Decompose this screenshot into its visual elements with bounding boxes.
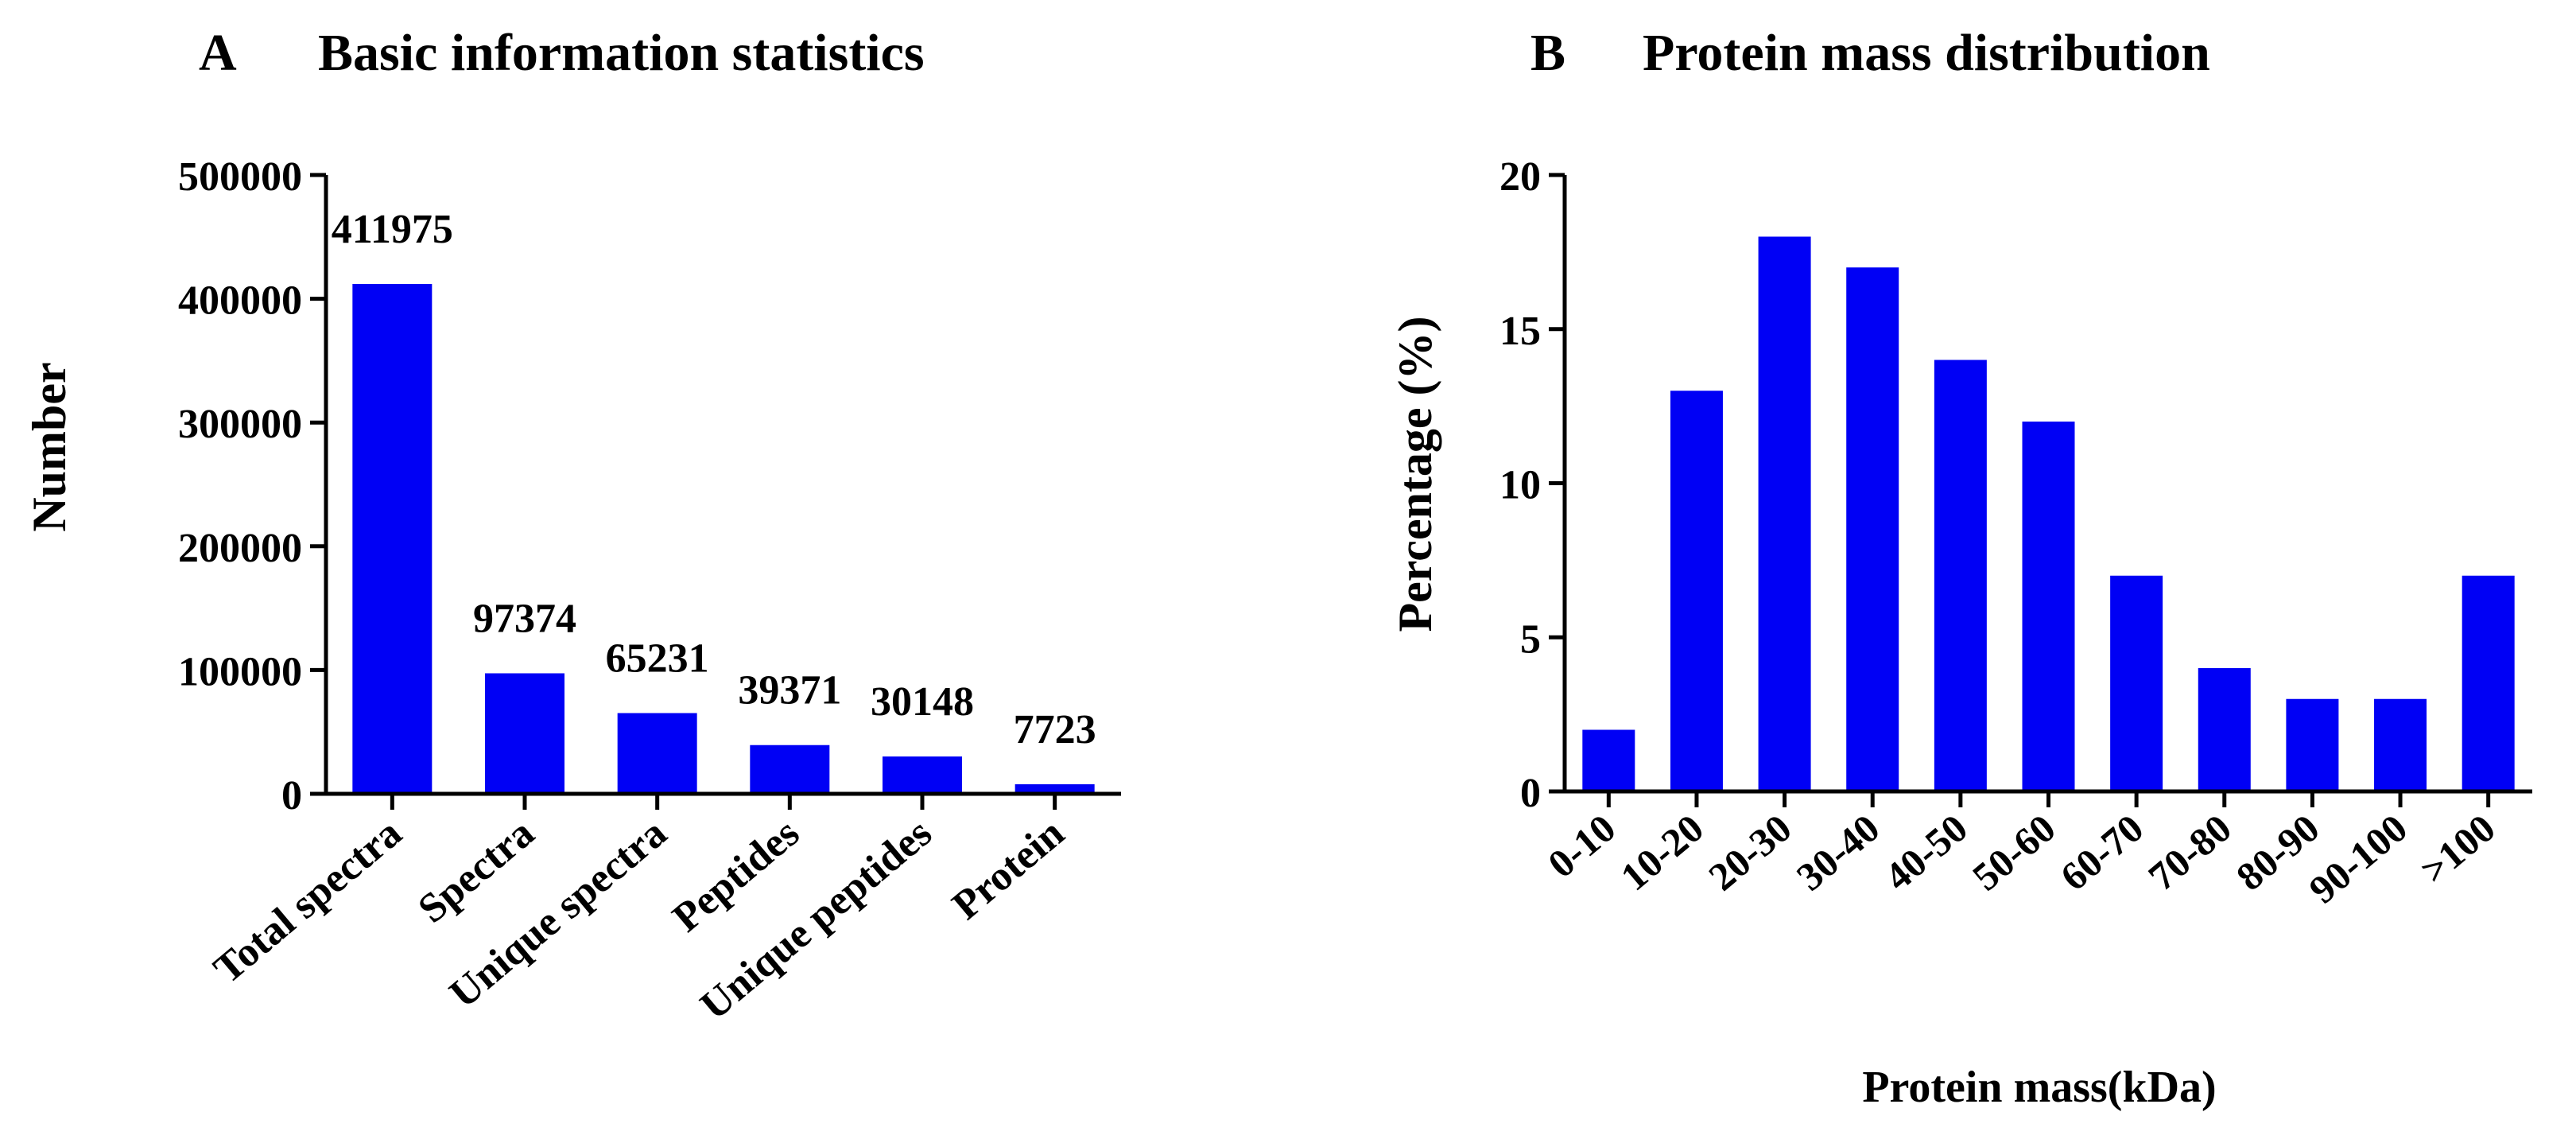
panel-b-x-axis-label: Protein mass(kDa) — [1862, 1063, 2216, 1112]
data-label: 411975 — [332, 207, 453, 252]
x-tick-label: 0-10 — [1539, 806, 1624, 887]
panel-b-bars — [1582, 236, 2515, 791]
x-tick-label: 90-100 — [2301, 806, 2416, 912]
y-tick-label: 100000 — [178, 649, 302, 694]
x-tick-label: 10-20 — [1612, 806, 1712, 900]
data-label: 7723 — [1014, 707, 1096, 752]
y-tick-label: 200000 — [178, 526, 302, 571]
panel-b-y-axis-label: Percentage (%) — [1389, 316, 1441, 632]
x-tick-label: 50-60 — [1964, 806, 2063, 900]
panel-a-letter: A — [199, 24, 237, 82]
bar-protein — [1014, 783, 1095, 794]
y-tick-label: 400000 — [178, 278, 302, 324]
y-tick-label: 15 — [1499, 309, 1541, 354]
panel-a-y-ticks: 0 100000 200000 300000 400000 500000 — [178, 154, 326, 818]
data-label: 39371 — [738, 668, 841, 713]
y-tick-label: 20 — [1499, 154, 1541, 200]
x-tick-label: 60-70 — [2052, 806, 2151, 900]
bar-total-spectra — [352, 283, 433, 794]
bar-spectra — [485, 673, 564, 794]
y-tick-label: 0 — [281, 773, 302, 818]
x-tick-label: Protein — [944, 810, 1073, 928]
panel-a-title: Basic information statistics — [318, 24, 925, 82]
y-tick-label: 500000 — [178, 154, 302, 200]
panel-a-basic-information-statistics: A Basic information statistics Number 0 1… — [23, 24, 1121, 1028]
bar-90-100 — [2374, 698, 2427, 791]
bar-80-90 — [2286, 698, 2339, 791]
panel-a-data-labels: 411975 97374 65231 39371 30148 7723 — [332, 207, 1096, 752]
bar-30-40 — [1846, 267, 1899, 791]
bar-10-20 — [1670, 391, 1723, 791]
panel-b-protein-mass-distribution: B Protein mass distribution Percentage (… — [1389, 24, 2532, 1112]
y-tick-label: 300000 — [178, 402, 302, 447]
data-label: 65231 — [606, 636, 709, 682]
data-label: 30148 — [871, 679, 974, 725]
bar-40-50 — [1934, 360, 1987, 791]
y-tick-label: 5 — [1520, 616, 1541, 662]
panel-b-title: Protein mass distribution — [1643, 24, 2210, 82]
bar-0-10 — [1582, 729, 1635, 791]
x-tick-label: 70-80 — [2140, 806, 2239, 900]
x-tick-label: 40-50 — [1876, 806, 1976, 900]
bar-20-30 — [1758, 236, 1811, 791]
panel-a-y-axis-label: Number — [23, 362, 76, 531]
bar-unique-peptides — [883, 756, 962, 794]
x-tick-label: Unique peptides — [692, 811, 940, 1029]
x-tick-label: Total spectra — [205, 811, 410, 993]
y-tick-label: 0 — [1520, 771, 1541, 816]
panel-b-x-ticks: 0-1010-2020-3030-4040-5050-6060-7070-808… — [1539, 791, 2504, 912]
bar-unique-spectra — [617, 713, 697, 794]
bar-peptides — [750, 745, 830, 794]
panel-a-bars — [352, 283, 1095, 794]
y-tick-label: 10 — [1499, 463, 1541, 508]
data-label: 97374 — [473, 596, 576, 641]
bar-100 — [2462, 575, 2515, 791]
bar-60-70 — [2110, 575, 2163, 791]
x-tick-label: 20-30 — [1700, 806, 1799, 900]
panel-b-y-ticks: 0 5 10 15 20 — [1499, 154, 1565, 816]
x-tick-label: >100 — [2411, 806, 2503, 892]
bar-70-80 — [2198, 668, 2251, 791]
panel-b-letter: B — [1530, 24, 1565, 82]
x-tick-label: 30-40 — [1788, 806, 1887, 900]
bar-50-60 — [2022, 422, 2075, 791]
